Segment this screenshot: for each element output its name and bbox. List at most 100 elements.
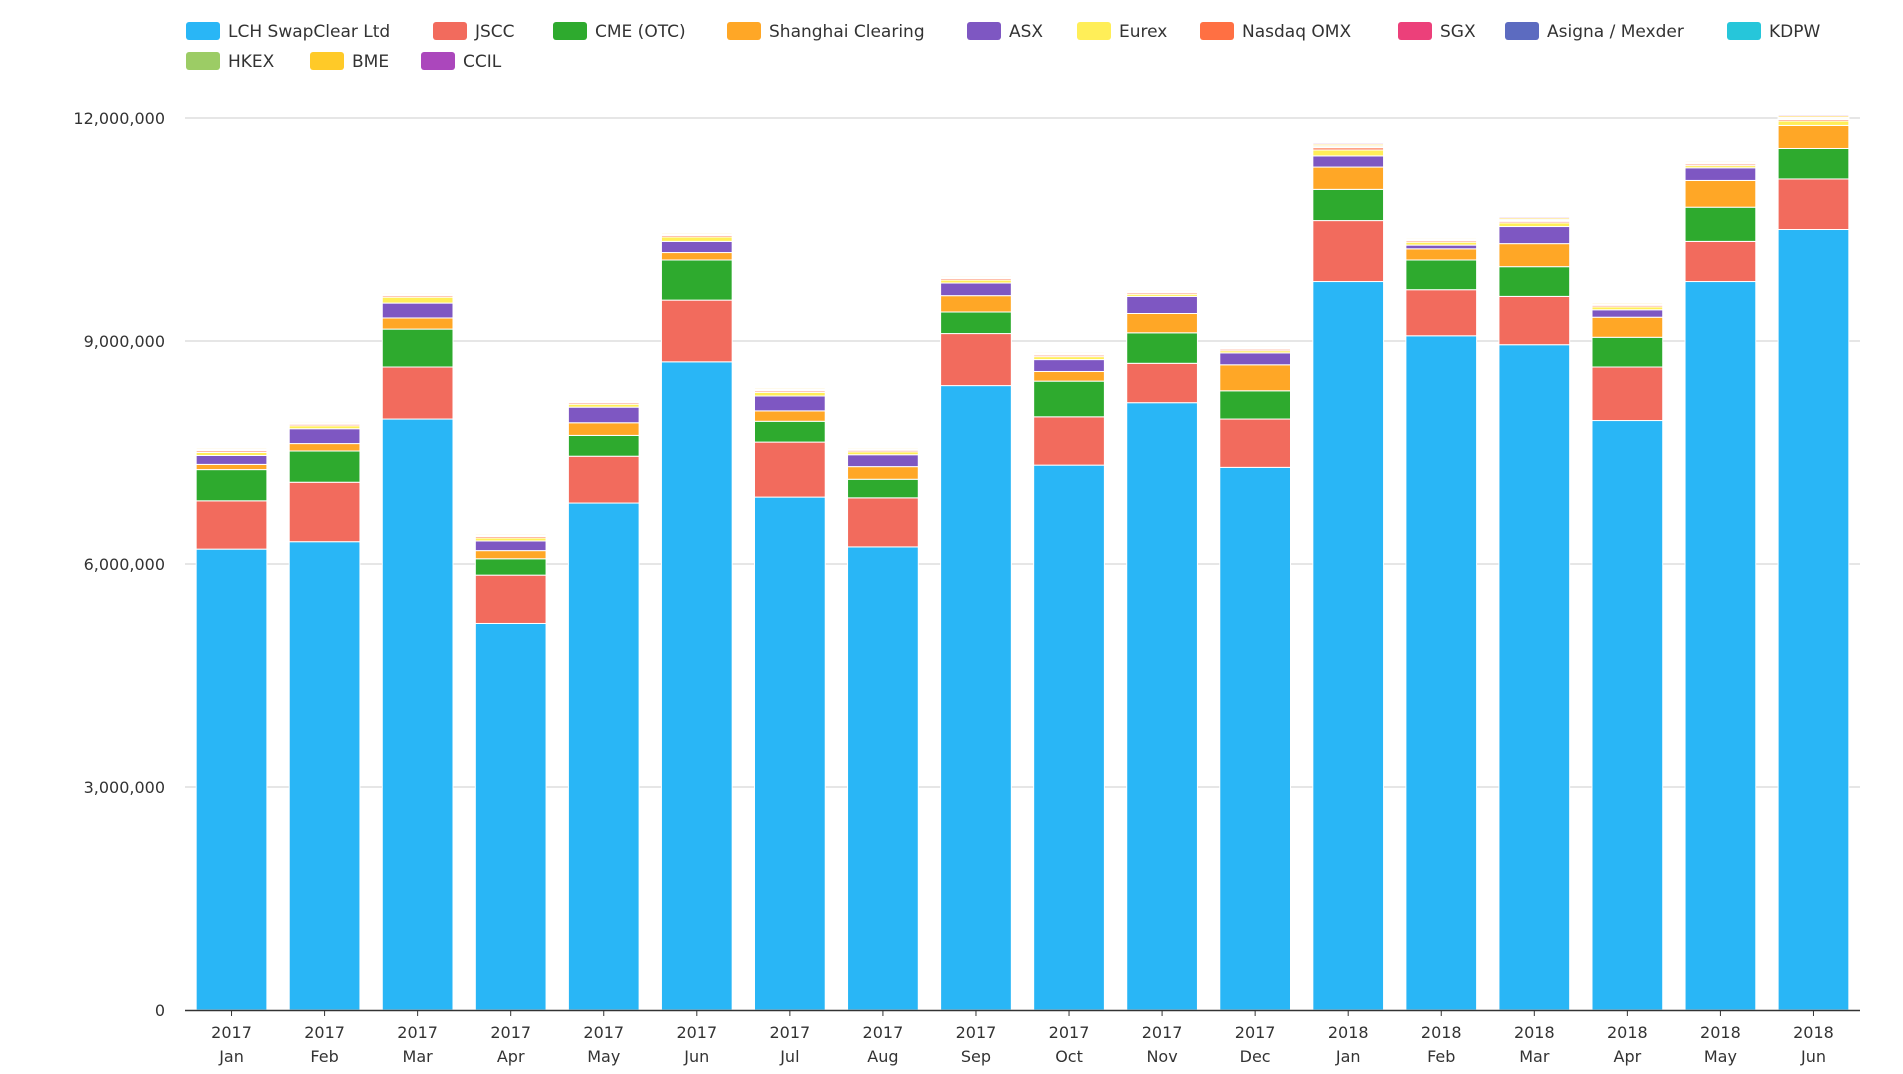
bar-segment-ccil[interactable] — [754, 386, 826, 389]
bar-segment-shanghai-clearing[interactable] — [847, 466, 919, 480]
bar-segment-lch-swapclear-ltd[interactable] — [847, 546, 919, 1011]
legend-item-asigna-mexder[interactable]: Asigna / Mexder — [1505, 22, 1684, 42]
bar-segment-shanghai-clearing[interactable] — [1219, 364, 1292, 392]
bar-segment-asx[interactable] — [1591, 309, 1664, 318]
bar-segment-jscc[interactable] — [1312, 220, 1385, 283]
bar-segment-shanghai-clearing[interactable] — [474, 550, 547, 560]
legend-item-asx[interactable]: ASX — [967, 22, 1043, 42]
bar-segment-jscc[interactable] — [754, 441, 826, 498]
bar-segment-eurex[interactable] — [1498, 222, 1571, 228]
bar-segment-shanghai-clearing[interactable] — [1126, 312, 1198, 334]
bar-segment-jscc[interactable] — [381, 366, 454, 420]
legend-item-kdpw[interactable]: KDPW — [1727, 22, 1820, 42]
bar-segment-ccil[interactable] — [288, 420, 361, 422]
bar-segment-shanghai-clearing[interactable] — [940, 295, 1012, 313]
legend-item-sgx[interactable]: SGX — [1398, 22, 1476, 42]
bar-segment-shanghai-clearing[interactable] — [754, 410, 826, 422]
bar-segment-shanghai-clearing[interactable] — [1684, 179, 1757, 208]
bar-segment-cme-otc[interactable] — [1312, 188, 1385, 222]
bar-segment-ccil[interactable] — [1126, 288, 1198, 291]
bar-segment-lch-swapclear-ltd[interactable] — [1312, 281, 1385, 1011]
bar-segment-cme-otc[interactable] — [381, 328, 454, 368]
bar-segment-jscc[interactable] — [660, 299, 733, 363]
bar-segment-lch-swapclear-ltd[interactable] — [1126, 402, 1198, 1011]
bar-segment-ccil[interactable] — [1777, 114, 1850, 117]
bar-segment-lch-swapclear-ltd[interactable] — [1684, 281, 1757, 1011]
bar-segment-shanghai-clearing[interactable] — [1591, 316, 1664, 338]
bar-segment-asx[interactable] — [1033, 359, 1105, 372]
bar-segment-jscc[interactable] — [940, 333, 1012, 387]
bar-segment-ccil[interactable] — [381, 291, 454, 294]
bar-stack-2017-mar[interactable] — [381, 291, 454, 1011]
bar-segment-ccil[interactable] — [1033, 351, 1105, 353]
bar-segment-cme-otc[interactable] — [660, 259, 733, 301]
bar-segment-lch-swapclear-ltd[interactable] — [381, 418, 454, 1011]
bar-segment-cme-otc[interactable] — [1684, 206, 1757, 242]
bar-segment-cme-otc[interactable] — [1126, 332, 1198, 364]
bar-segment-eurex[interactable] — [660, 236, 733, 242]
bar-segment-jscc[interactable] — [1498, 295, 1571, 346]
bar-segment-eurex[interactable] — [1312, 149, 1385, 157]
bar-segment-asx[interactable] — [381, 302, 454, 319]
bar-segment-lch-swapclear-ltd[interactable] — [1219, 466, 1292, 1011]
bar-segment-shanghai-clearing[interactable] — [288, 443, 361, 452]
bar-segment-shanghai-clearing[interactable] — [1777, 124, 1850, 149]
bar-segment-asx[interactable] — [195, 454, 268, 465]
bar-segment-asx[interactable] — [1219, 352, 1292, 366]
bar-segment-shanghai-clearing[interactable] — [195, 463, 268, 471]
bar-segment-ccil[interactable] — [1312, 142, 1385, 145]
bar-segment-asx[interactable] — [1405, 244, 1478, 250]
bar-segment-ccil[interactable] — [1498, 216, 1571, 219]
bar-segment-jscc[interactable] — [1126, 362, 1198, 404]
bar-segment-cme-otc[interactable] — [1591, 336, 1664, 368]
bar-segment-lch-swapclear-ltd[interactable] — [660, 361, 733, 1011]
bar-segment-asx[interactable] — [1684, 167, 1757, 181]
bar-segment-ccil[interactable] — [1591, 301, 1664, 303]
bar-stack-2017-sep[interactable] — [940, 274, 1012, 1011]
bar-segment-asx[interactable] — [474, 540, 547, 552]
bar-segment-asx[interactable] — [1312, 155, 1385, 168]
bar-segment-cme-otc[interactable] — [288, 450, 361, 483]
bar-segment-shanghai-clearing[interactable] — [1498, 243, 1571, 268]
bar-stack-2017-jun[interactable] — [660, 231, 733, 1011]
bar-segment-asx[interactable] — [660, 240, 733, 254]
legend-item-nasdaq-omx[interactable]: Nasdaq OMX — [1200, 22, 1351, 42]
bar-segment-ccil[interactable] — [567, 398, 640, 401]
bar-segment-lch-swapclear-ltd[interactable] — [754, 496, 826, 1011]
bar-segment-jscc[interactable] — [195, 500, 268, 550]
bar-segment-jscc[interactable] — [1777, 178, 1850, 231]
bar-segment-ccil[interactable] — [195, 446, 268, 449]
bar-segment-lch-swapclear-ltd[interactable] — [1033, 464, 1105, 1011]
bar-segment-jscc[interactable] — [1033, 416, 1105, 466]
bar-segment-eurex[interactable] — [1777, 120, 1850, 126]
bar-segment-eurex[interactable] — [381, 296, 454, 304]
bar-stack-2018-apr[interactable] — [1591, 301, 1664, 1011]
bar-segment-jscc[interactable] — [474, 574, 547, 624]
bar-stack-2017-aug[interactable] — [847, 446, 919, 1011]
bar-segment-cme-otc[interactable] — [567, 434, 640, 457]
bar-segment-cme-otc[interactable] — [1219, 390, 1292, 420]
bar-stack-2017-feb[interactable] — [288, 420, 361, 1011]
bar-stack-2017-may[interactable] — [567, 398, 640, 1011]
legend-item-cme-otc[interactable]: CME (OTC) — [553, 22, 686, 42]
bar-segment-ccil[interactable] — [1219, 345, 1292, 347]
bar-segment-asx[interactable] — [754, 395, 826, 412]
bar-segment-shanghai-clearing[interactable] — [1405, 248, 1478, 261]
bar-segment-lch-swapclear-ltd[interactable] — [1498, 344, 1571, 1011]
bar-stack-2018-may[interactable] — [1684, 160, 1757, 1011]
bar-segment-shanghai-clearing[interactable] — [381, 317, 454, 330]
bar-stack-2017-jul[interactable] — [754, 386, 826, 1011]
bar-segment-jscc[interactable] — [567, 455, 640, 504]
bar-stack-2017-nov[interactable] — [1126, 288, 1198, 1011]
bar-stack-2018-jan[interactable] — [1312, 142, 1385, 1011]
bar-segment-cme-otc[interactable] — [754, 420, 826, 443]
bar-segment-jscc[interactable] — [288, 481, 361, 543]
bar-segment-lch-swapclear-ltd[interactable] — [567, 502, 640, 1011]
legend-item-ccil[interactable]: CCIL — [421, 52, 502, 72]
bar-segment-lch-swapclear-ltd[interactable] — [940, 385, 1012, 1011]
bar-segment-jscc[interactable] — [1219, 418, 1292, 468]
bar-segment-cme-otc[interactable] — [195, 469, 268, 502]
bar-segment-asx[interactable] — [567, 406, 640, 424]
bar-stack-2017-jan[interactable] — [195, 446, 268, 1011]
bar-stack-2018-jun[interactable] — [1777, 114, 1850, 1011]
